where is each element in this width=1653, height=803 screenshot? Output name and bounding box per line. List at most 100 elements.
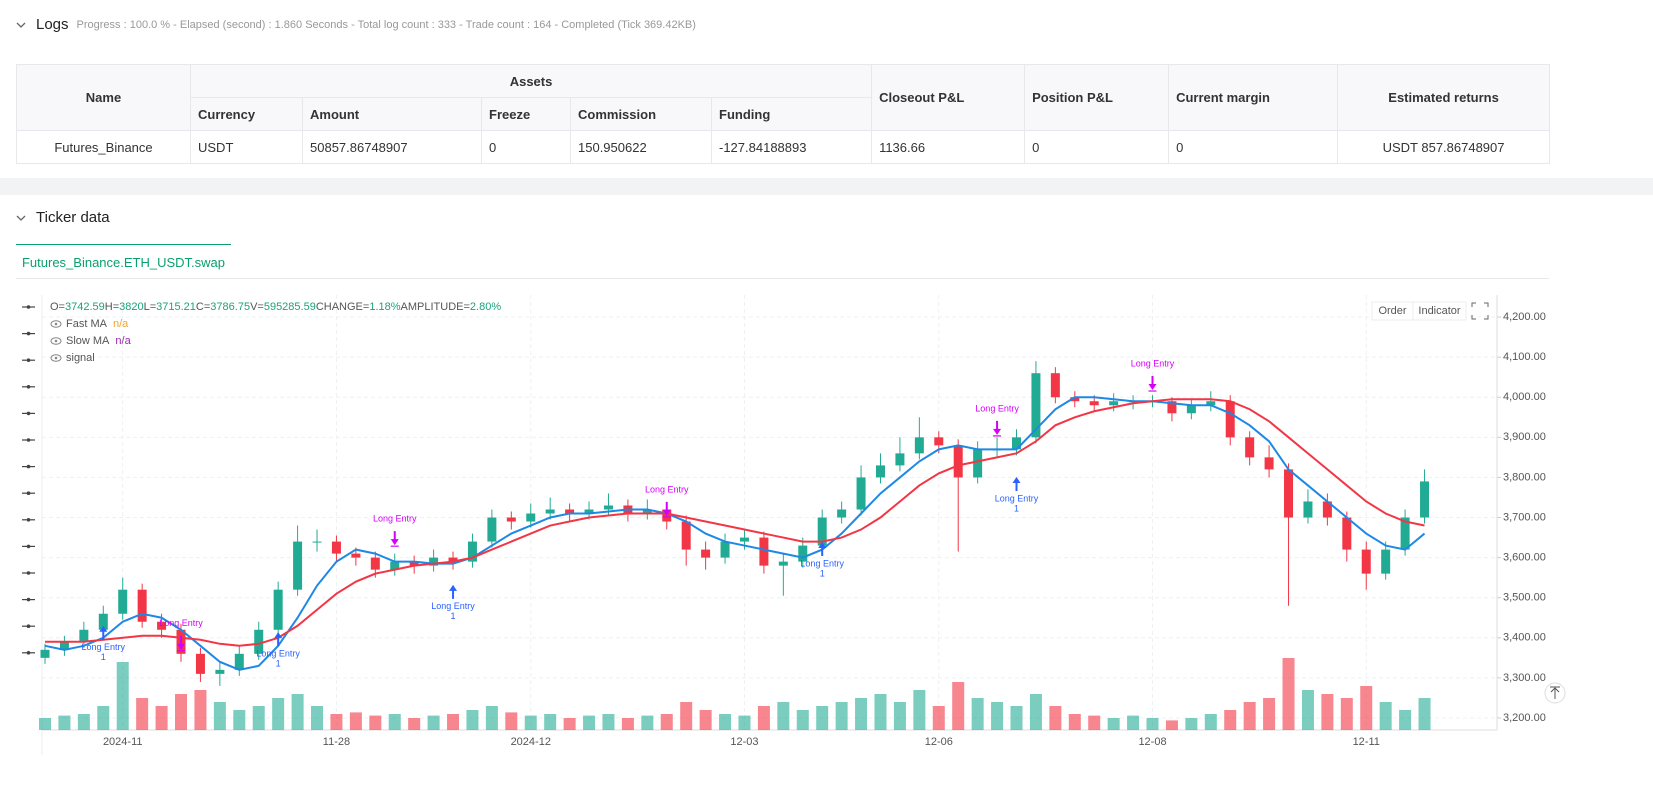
info-label: AMPLITUDE=	[401, 301, 470, 313]
x-tick-label: 2024-12	[511, 736, 551, 748]
volume-bar	[952, 682, 965, 730]
info-value: 3820	[119, 301, 143, 313]
column-header: Current margin	[1168, 64, 1339, 131]
volume-bar	[1243, 702, 1256, 730]
volume-bar	[1360, 686, 1373, 730]
tool-icon-dot	[26, 624, 31, 628]
ticker-title: Ticker data	[36, 209, 110, 226]
signal-label: Long Entry	[800, 558, 844, 568]
volume-bar	[1204, 714, 1217, 730]
x-tick-label: 2024-11	[103, 736, 143, 748]
x-tick-label: 12-11	[1353, 736, 1380, 748]
ticker-header[interactable]: Ticker data	[16, 209, 110, 226]
separator-band	[0, 178, 1653, 195]
volume-bar	[175, 694, 188, 730]
candle-body	[1109, 401, 1119, 406]
symbol-tab[interactable]: Futures_Binance.ETH_USDT.swap	[16, 244, 231, 279]
candle-body	[934, 437, 944, 446]
volume-bar	[272, 698, 285, 730]
volume-bar	[971, 698, 984, 730]
legend-entry: Slow MA n/a	[66, 335, 132, 347]
column-header: Amount	[302, 97, 482, 131]
volume-bar	[874, 694, 887, 730]
eye-icon	[50, 337, 62, 345]
candle-body	[973, 449, 983, 478]
volume-bar	[408, 718, 421, 730]
candle-body	[1342, 517, 1352, 550]
legend-name: Slow MA	[66, 335, 110, 347]
volume-bar	[796, 710, 809, 730]
button-label: Indicator	[1418, 305, 1461, 317]
candle-body	[1420, 481, 1430, 518]
logs-header[interactable]: Logs Progress : 100.0 % - Elapsed (secon…	[16, 16, 696, 33]
volume-bar	[1321, 694, 1334, 730]
volume-bar	[893, 702, 906, 730]
volume-bar	[311, 706, 324, 730]
volume-bar	[136, 698, 149, 730]
volume-bar	[466, 710, 479, 730]
column-header: Position P&L	[1024, 64, 1170, 131]
candle-body	[293, 541, 303, 590]
candle-body	[526, 513, 536, 522]
signal-label: Long Entry	[159, 618, 203, 628]
eye-pupil	[54, 322, 58, 326]
scroll-icon	[1550, 686, 1560, 699]
ma-line	[44, 396, 1426, 671]
legend-entry: signal	[66, 352, 95, 364]
chevron	[16, 22, 26, 28]
volume-bar	[1224, 710, 1237, 730]
candle-body	[1303, 501, 1313, 518]
legend-entry: Fast MA n/a	[66, 318, 129, 330]
candle-body	[448, 557, 458, 562]
volume-bar	[77, 714, 90, 730]
volume-bar	[583, 715, 596, 730]
volume-bar	[97, 706, 110, 730]
volume-bar	[855, 698, 868, 730]
ohlc-info: O=3742.59H=3820L=3715.21C=3786.75V=59528…	[50, 301, 501, 313]
y-tick-label: 4,000.00	[1503, 391, 1546, 403]
info-value: 595285.59	[264, 301, 316, 313]
tool-icon-dot	[26, 305, 31, 309]
volume-bar	[349, 712, 362, 730]
y-tick-label: 3,200.00	[1503, 712, 1546, 724]
candle-body	[759, 537, 769, 566]
candle-body	[584, 509, 594, 514]
header-row: Currency Amount Freeze Commission Funding	[17, 97, 1550, 131]
table-cell: 0	[481, 130, 571, 164]
volume-bar	[913, 690, 926, 730]
volume-bar	[1049, 706, 1062, 730]
volume-bar	[116, 662, 129, 730]
tool-icon-dot	[26, 438, 31, 442]
table-cell: 0	[1024, 130, 1170, 164]
candle-body	[875, 465, 885, 478]
volume-bar	[1263, 698, 1276, 730]
table-cell: Futures_Binance	[16, 130, 191, 164]
fullscreen-icon[interactable]	[1471, 302, 1489, 320]
volume-bar	[155, 706, 168, 730]
volume-bar	[1418, 698, 1431, 730]
table-cell: 1136.66	[871, 130, 1026, 164]
y-tick-label: 4,100.00	[1503, 351, 1546, 363]
info-label: L=	[144, 301, 157, 313]
table-cell: 0	[1168, 130, 1339, 164]
signal-arrow	[993, 420, 1002, 435]
candle-body	[118, 589, 128, 614]
candle-body	[778, 561, 788, 566]
signal-count: 1	[101, 652, 106, 662]
signal-arrow	[274, 632, 283, 647]
x-tick-label: 12-03	[730, 736, 758, 748]
volume-bar	[1301, 690, 1314, 730]
signal-arrow	[449, 584, 458, 599]
candle-body	[409, 561, 419, 566]
volume-bar	[757, 706, 770, 730]
candle-body	[642, 509, 652, 514]
eye-icon	[50, 354, 62, 362]
toolbar-button[interactable]	[1412, 301, 1467, 321]
candle-body	[79, 629, 89, 642]
signal-label: Long Entry	[975, 403, 1019, 413]
candle-body	[234, 653, 244, 670]
signal-arrow	[818, 541, 827, 556]
y-tick-label: 4,200.00	[1503, 311, 1546, 323]
candle-body	[895, 453, 905, 466]
info-value: 3742.59	[65, 301, 105, 313]
